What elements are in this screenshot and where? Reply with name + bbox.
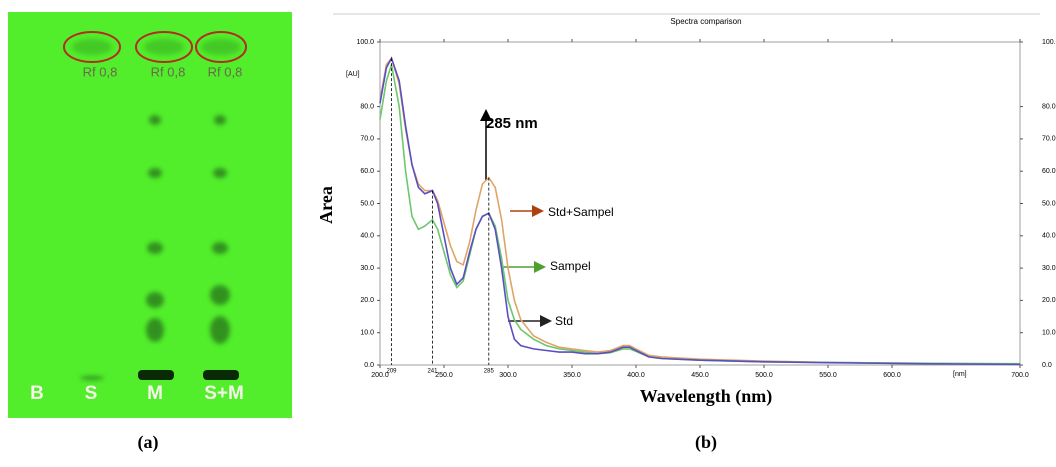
rf-circles xyxy=(63,31,247,63)
x-tick-label: 550.0 xyxy=(819,372,837,379)
x-tick-label: 200.0 xyxy=(371,372,389,379)
x-tick-label: 700.0 xyxy=(1011,372,1029,379)
y-tick-label: 10.0 xyxy=(360,330,374,337)
plot-frame xyxy=(379,41,1021,366)
y-axis-label: Area xyxy=(316,186,336,224)
y2-tick-label: 10.0 xyxy=(1042,330,1056,337)
y2-tick-label: 30.0 xyxy=(1042,265,1056,272)
annotation: Std+Sampel xyxy=(548,205,614,219)
y-tick-label: 60.0 xyxy=(360,168,374,175)
chart-title: Spectra comparison xyxy=(670,17,741,26)
rf-label: Rf 0,8 xyxy=(208,64,243,79)
y-tick-label: 0.0 xyxy=(364,362,374,369)
y-tick-label: 40.0 xyxy=(360,233,374,240)
caption: (a) xyxy=(138,432,159,453)
x-axis-label: Wavelength (nm) xyxy=(640,386,773,407)
y2-tick-label: 0.0 xyxy=(1042,362,1052,369)
y-tick-label: 70.0 xyxy=(360,136,374,143)
y2-tick-label: 100.0 xyxy=(1042,39,1056,46)
lane-label: B xyxy=(30,383,44,404)
y2-tick-label: 60.0 xyxy=(1042,168,1056,175)
x-unit: [nm] xyxy=(953,371,967,378)
rf-label: Rf 0,8 xyxy=(83,64,118,79)
annotation: 285 nm xyxy=(486,115,538,132)
tlc-plate xyxy=(8,12,292,418)
lane-label: S xyxy=(85,383,98,404)
x-tick-label: 400.0 xyxy=(627,372,645,379)
marker-label: 209 xyxy=(387,369,398,375)
y-tick-label: 50.0 xyxy=(360,200,374,207)
x-tick-label: 600.0 xyxy=(883,372,901,379)
y-tick-label: 80.0 xyxy=(360,103,374,110)
series-line xyxy=(379,64,1021,365)
lane-label: M xyxy=(147,383,163,404)
x-tick-label: 250.0 xyxy=(435,372,453,379)
y2-tick-label: 40.0 xyxy=(1042,233,1056,240)
y-tick-label: 20.0 xyxy=(360,297,374,304)
annotation: Std xyxy=(555,314,573,328)
marker-label: 241 xyxy=(427,369,438,375)
x-tick-label: 500.0 xyxy=(755,372,773,379)
caption: (b) xyxy=(695,432,717,453)
y2-tick-label: 70.0 xyxy=(1042,136,1056,143)
series-line xyxy=(379,56,1021,366)
y2-tick-label: 50.0 xyxy=(1042,200,1056,207)
x-tick-label: 450.0 xyxy=(691,372,709,379)
tlc-origin-spot xyxy=(203,370,239,380)
x-tick-label: 350.0 xyxy=(563,372,581,379)
y-tick-label: 30.0 xyxy=(360,265,374,272)
tlc-origin-spot xyxy=(138,370,174,380)
annotation: Sampel xyxy=(550,259,591,273)
y-unit: [AU] xyxy=(346,71,360,78)
rf-label: Rf 0,8 xyxy=(151,64,186,79)
series-line xyxy=(379,56,1021,365)
y2-tick-label: 20.0 xyxy=(1042,297,1056,304)
tlc-spots xyxy=(72,39,241,380)
y-tick-label: 100.0 xyxy=(356,39,374,46)
marker-label: 285 xyxy=(484,369,495,375)
y2-tick-label: 80.0 xyxy=(1042,103,1056,110)
lane-label: S+M xyxy=(204,383,244,404)
x-tick-label: 300.0 xyxy=(499,372,517,379)
